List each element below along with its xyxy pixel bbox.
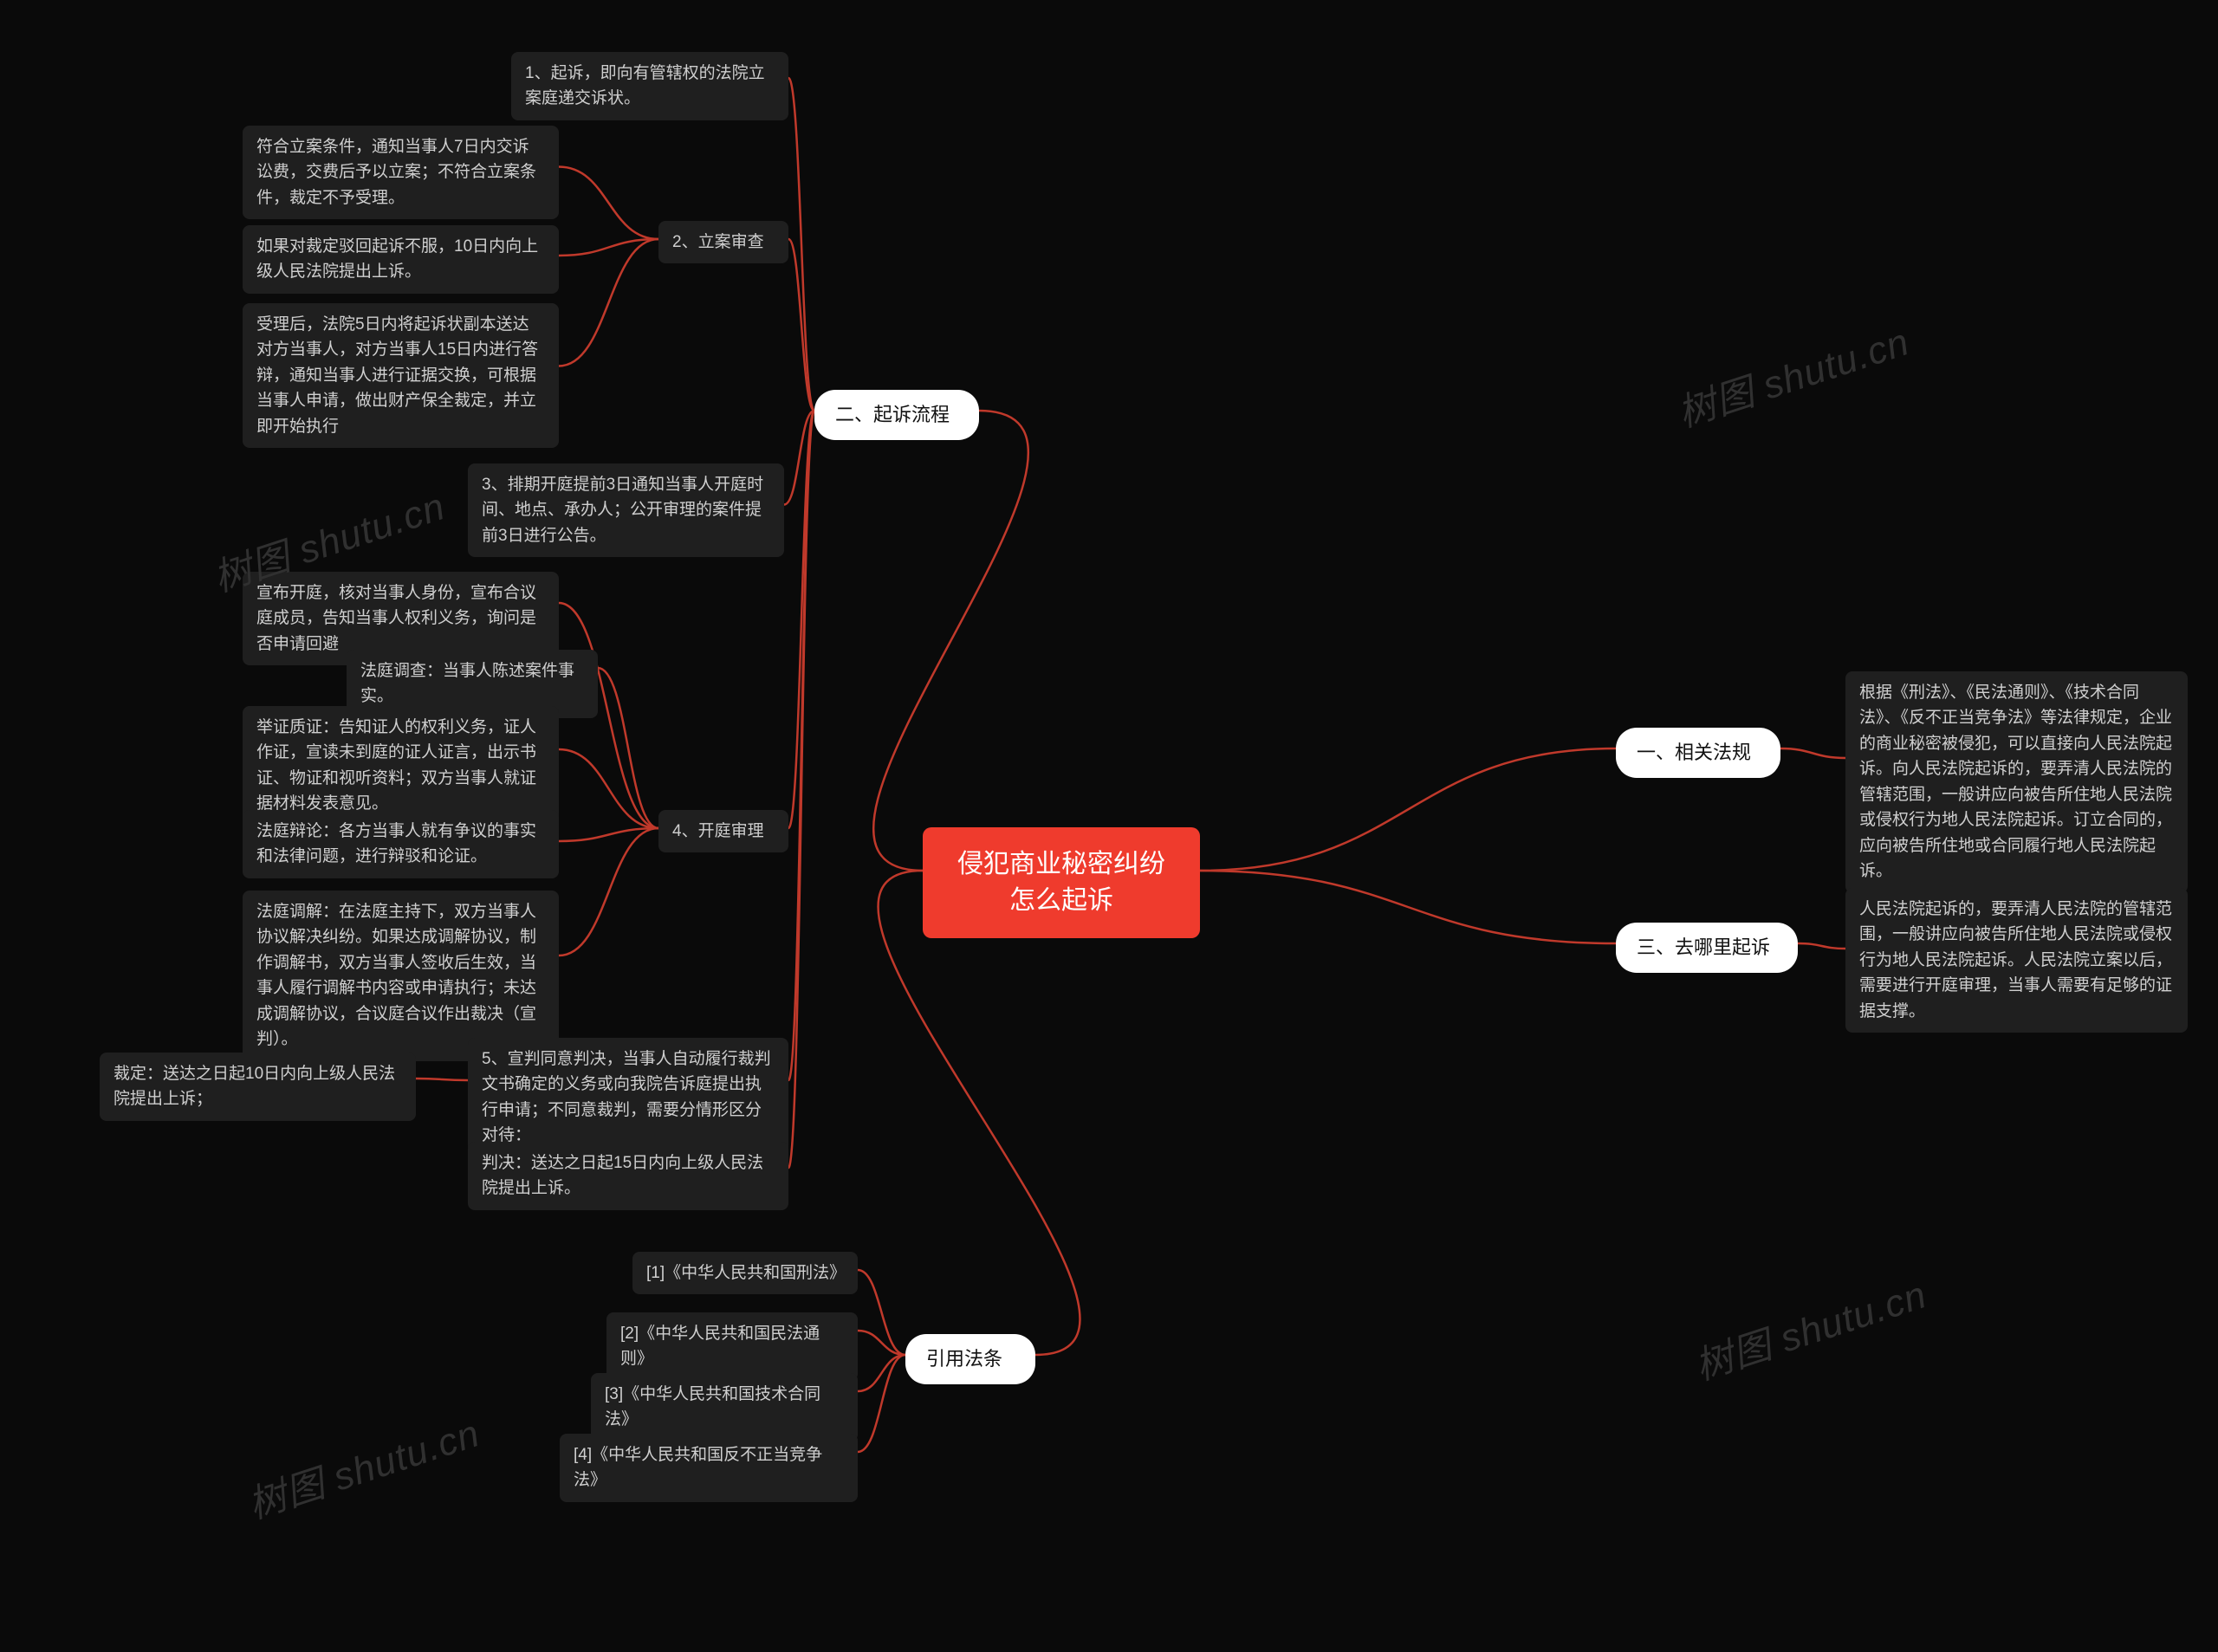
leaf-label: [3]《中华人民共和国技术合同法》 [605, 1385, 820, 1428]
edge [788, 411, 814, 828]
leaf-l_b3_1[interactable]: 人民法院起诉的，要弄清人民法院的管辖范围，一般讲应向被告所住地人民法院或侵权行为… [1845, 888, 2188, 1033]
watermark: 树图 shutu.cn [1670, 311, 1916, 438]
edge [559, 828, 658, 841]
leaf-label: 裁定：送达之日起10日内向上级人民法院提出上诉； [113, 1065, 395, 1108]
leaf-l_b4_1[interactable]: [1]《中华人民共和国刑法》 [632, 1252, 858, 1294]
branch-b1[interactable]: 一、相关法规 [1616, 728, 1780, 778]
leaf-l_b2_3[interactable]: 3、排期开庭提前3日通知当事人开庭时间、地点、承办人；公开审理的案件提前3日进行… [468, 463, 784, 557]
leaf-label: 举证质证：告知证人的权利义务，证人作证，宣读未到庭的证人证言，出示书证、物证和视… [256, 718, 536, 813]
leaf-label: 1、起诉，即向有管辖权的法院立案庭递交诉状。 [525, 64, 765, 107]
watermark: 树图 shutu.cn [240, 1403, 486, 1530]
leaf-label: 2、立案审查 [672, 233, 764, 251]
edge [873, 411, 1028, 871]
edge [559, 239, 658, 256]
branch-b4[interactable]: 引用法条 [905, 1334, 1035, 1384]
edge [879, 871, 1080, 1355]
leaf-label: 宣布开庭，核对当事人身份，宣布合议庭成员，告知当事人权利义务，询问是否申请回避 [256, 584, 536, 653]
leaf-l_b2_4d[interactable]: 法庭辩论：各方当事人就有争议的事实和法律问题，进行辩驳和论证。 [243, 810, 559, 878]
leaf-l_b2_5a[interactable]: 裁定：送达之日起10日内向上级人民法院提出上诉； [100, 1053, 416, 1121]
leaf-l_b4_4[interactable]: [4]《中华人民共和国反不正当竞争法》 [560, 1434, 858, 1502]
leaf-label: 法庭辩论：各方当事人就有争议的事实和法律问题，进行辩驳和论证。 [256, 822, 536, 865]
branch-label: 一、相关法规 [1637, 742, 1751, 763]
leaf-label: [1]《中华人民共和国刑法》 [646, 1264, 846, 1282]
leaf-l_b2_4[interactable]: 4、开庭审理 [658, 810, 788, 852]
leaf-l_b4_2[interactable]: [2]《中华人民共和国民法通则》 [606, 1312, 858, 1381]
edge [598, 668, 658, 828]
edge [1780, 748, 1845, 758]
leaf-l_b2_2a[interactable]: 符合立案条件，通知当事人7日内交诉讼费，交费后予以立案；不符合立案条件，裁定不予… [243, 126, 559, 219]
edge [559, 749, 658, 828]
root-node[interactable]: 侵犯商业秘密纠纷怎么起诉 [923, 827, 1200, 938]
branch-label: 引用法条 [926, 1348, 1002, 1370]
leaf-label: 人民法院起诉的，要弄清人民法院的管辖范围，一般讲应向被告所住地人民法院或侵权行为… [1859, 900, 2172, 1020]
leaf-l_b1_1[interactable]: 根据《刑法》、《民法通则》、《技术合同法》、《反不正当竞争法》等法律规定，企业的… [1845, 671, 2188, 893]
leaf-l_b2_2[interactable]: 2、立案审查 [658, 221, 788, 263]
edge [788, 411, 814, 1080]
leaf-label: 法庭调查：当事人陈述案件事实。 [360, 662, 574, 705]
leaf-l_b2_1[interactable]: 1、起诉，即向有管辖权的法院立案庭递交诉状。 [511, 52, 788, 120]
edge [416, 1079, 468, 1080]
leaf-label: 如果对裁定驳回起诉不服，10日内向上级人民法院提出上诉。 [256, 237, 538, 281]
branch-label: 三、去哪里起诉 [1637, 936, 1770, 958]
edge [788, 78, 814, 411]
edge [559, 239, 658, 366]
edge [1798, 943, 1845, 949]
leaf-label: [4]《中华人民共和国反不正当竞争法》 [574, 1446, 822, 1489]
leaf-l_b4_3[interactable]: [3]《中华人民共和国技术合同法》 [591, 1373, 858, 1441]
edge [788, 411, 814, 1168]
edge [559, 828, 658, 956]
edge [788, 239, 814, 411]
watermark: 树图 shutu.cn [1687, 1264, 1933, 1391]
leaf-l_b2_4c[interactable]: 举证质证：告知证人的权利义务，证人作证，宣读未到庭的证人证言，出示书证、物证和视… [243, 706, 559, 826]
branch-b2[interactable]: 二、起诉流程 [814, 390, 979, 440]
leaf-label: 3、排期开庭提前3日通知当事人开庭时间、地点、承办人；公开审理的案件提前3日进行… [482, 476, 763, 545]
edge [784, 411, 814, 505]
leaf-l_b2_4e[interactable]: 法庭调解：在法庭主持下，双方当事人协议解决纠纷。如果达成调解协议，制作调解书，双… [243, 891, 559, 1061]
edge [858, 1331, 905, 1355]
edge [1200, 748, 1616, 871]
root-label: 侵犯商业秘密纠纷怎么起诉 [957, 850, 1165, 915]
branch-b3[interactable]: 三、去哪里起诉 [1616, 923, 1798, 973]
edge [559, 167, 658, 240]
leaf-label: 法庭调解：在法庭主持下，双方当事人协议解决纠纷。如果达成调解协议，制作调解书，双… [256, 903, 536, 1048]
edge [1200, 871, 1616, 943]
leaf-l_b2_5[interactable]: 5、宣判同意判决，当事人自动履行裁判文书确定的义务或向我院告诉庭提出执行申请；不… [468, 1038, 788, 1157]
leaf-l_b2_2b[interactable]: 如果对裁定驳回起诉不服，10日内向上级人民法院提出上诉。 [243, 225, 559, 294]
leaf-label: 5、宣判同意判决，当事人自动履行裁判文书确定的义务或向我院告诉庭提出执行申请；不… [482, 1050, 771, 1144]
leaf-label: 判决：送达之日起15日内向上级人民法院提出上诉。 [482, 1154, 763, 1197]
leaf-label: [2]《中华人民共和国民法通则》 [620, 1325, 820, 1368]
leaf-l_b2_2c[interactable]: 受理后，法院5日内将起诉状副本送达对方当事人，对方当事人15日内进行答辩，通知当… [243, 303, 559, 448]
leaf-label: 4、开庭审理 [672, 822, 764, 840]
branch-label: 二、起诉流程 [835, 404, 950, 425]
leaf-l_b2_6[interactable]: 判决：送达之日起15日内向上级人民法院提出上诉。 [468, 1142, 788, 1210]
edge [858, 1355, 905, 1391]
edge [858, 1270, 905, 1355]
leaf-label: 根据《刑法》、《民法通则》、《技术合同法》、《反不正当竞争法》等法律规定，企业的… [1859, 683, 2172, 880]
leaf-label: 符合立案条件，通知当事人7日内交诉讼费，交费后予以立案；不符合立案条件，裁定不予… [256, 138, 536, 207]
edge [858, 1355, 905, 1452]
leaf-label: 受理后，法院5日内将起诉状副本送达对方当事人，对方当事人15日内进行答辩，通知当… [256, 315, 538, 436]
